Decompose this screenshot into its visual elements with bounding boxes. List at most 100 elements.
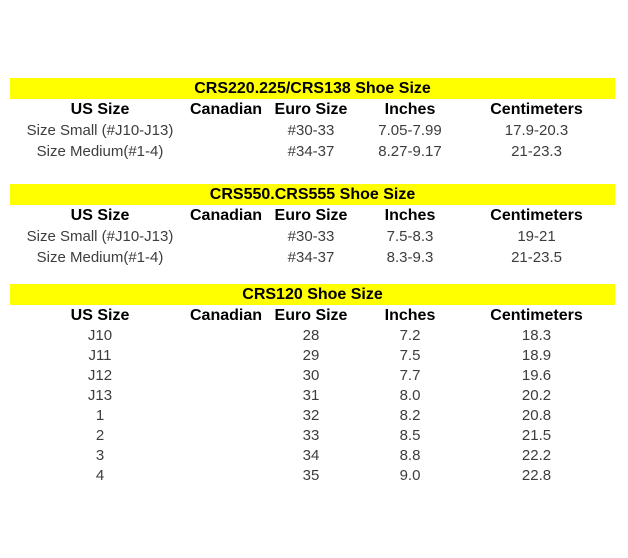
cell-inches: 7.5 [399,347,421,364]
column-header-inches: Inches [384,307,436,324]
table-row: J11 29 7.5 18.9 [10,346,615,366]
cell-inches: 8.2 [399,407,421,424]
column-header-euro-size: Euro Size [274,207,348,224]
cell-canadian [190,247,260,268]
cell-us-size: Size Small (#J10-J13) [26,228,174,245]
cell-canadian [190,366,260,386]
column-header-canadian: Canadian [190,307,263,324]
cell-centimeters: 21-23.3 [511,143,562,160]
cell-inches: 8.3-9.3 [386,249,434,266]
column-header-centimeters: Centimeters [490,307,583,324]
shoe-size-chart-page: CRS220.225/CRS138 Shoe Size US Size Canadi… [10,78,616,486]
cell-canadian [190,406,260,426]
cell-canadian [190,346,260,366]
cell-inches: 8.5 [399,427,421,444]
cell-us-size: Size Medium(#1-4) [36,143,164,160]
cell-euro-size: 35 [302,467,320,484]
cell-euro-size: 31 [302,387,320,404]
cell-inches: 7.05-7.99 [378,122,442,139]
cell-inches: 7.7 [399,367,421,384]
table-row: 2 33 8.5 21.5 [10,426,615,446]
cell-canadian [190,141,260,162]
size-tables-container: CRS220.225/CRS138 Shoe Size US Size Canadi… [10,78,616,486]
table-row: J13 31 8.0 20.2 [10,386,615,406]
table-row: 1 32 8.2 20.8 [10,406,615,426]
cell-inches: 8.8 [399,447,421,464]
cell-us-size: Size Medium(#1-4) [36,249,164,266]
cell-canadian [190,326,260,346]
column-header-us-size: US Size [70,307,130,324]
cell-centimeters: 17.9-20.3 [504,122,569,139]
table-row: Size Medium(#1-4) #34-37 8.3-9.3 21-23.5 [10,247,615,268]
cell-canadian [190,120,260,141]
cell-centimeters: 19.6 [521,367,552,384]
cell-canadian [190,426,260,446]
cell-canadian [190,386,260,406]
cell-euro-size: 32 [302,407,320,424]
cell-euro-size: #30-33 [287,122,335,139]
cell-us-size: 1 [95,407,105,424]
column-header-centimeters: Centimeters [490,207,583,224]
column-header-euro-size: Euro Size [274,307,348,324]
cell-us-size: Size Small (#J10-J13) [26,122,174,139]
cell-inches: 9.0 [399,467,421,484]
column-header-canadian: Canadian [190,207,263,224]
cell-euro-size: #34-37 [287,249,335,266]
column-header-us-size: US Size [70,207,130,224]
column-header-row: US Size Canadian Euro Size Inches Centimeter… [10,99,615,120]
column-header-inches: Inches [384,101,436,118]
cell-centimeters: 20.2 [521,387,552,404]
table-title-bar: CRS120 Shoe Size [10,284,616,305]
cell-inches: 8.0 [399,387,421,404]
table-row: 4 35 9.0 22.8 [10,466,615,486]
table-row: Size Medium(#1-4) #34-37 8.27-9.17 21-23.3 [10,141,615,162]
cell-canadian [190,446,260,466]
table-row: 3 34 8.8 22.2 [10,446,615,466]
cell-us-size: J10 [87,327,113,344]
cell-us-size: 3 [95,447,105,464]
column-header-euro-size: Euro Size [274,101,348,118]
table-title: CRS550.CRS555 Shoe Size [10,184,616,205]
table-row: Size Small (#J10-J13) #30-33 7.5-8.3 19-21 [10,226,615,247]
cell-us-size: 2 [95,427,105,444]
cell-centimeters: 21-23.5 [511,249,562,266]
cell-us-size: 4 [95,467,105,484]
cell-euro-size: #34-37 [287,143,335,160]
cell-euro-size: 33 [302,427,320,444]
table-title: CRS220.225/CRS138 Shoe Size [10,78,615,99]
table-title-bar: CRS220.225/CRS138 Shoe Size [10,78,615,99]
column-header-centimeters: Centimeters [490,101,583,118]
table-row: J10 28 7.2 18.3 [10,326,615,346]
column-header-row: US Size Canadian Euro Size Inches Centimeter… [10,205,615,226]
cell-euro-size: 29 [302,347,320,364]
cell-inches: 7.2 [399,327,421,344]
table-row: J12 30 7.7 19.6 [10,366,615,386]
column-header-us-size: US Size [70,101,130,118]
cell-centimeters: 21.5 [521,427,552,444]
cell-inches: 7.5-8.3 [386,228,434,245]
cell-centimeters: 22.2 [521,447,552,464]
cell-us-size: J11 [88,347,112,364]
column-header-row: US Size Canadian Euro Size Inches Centimeter… [10,305,615,326]
size-table-crs220-225-crs138-shoe-size: CRS220.225/CRS138 Shoe Size US Size Canadi… [10,78,615,162]
cell-canadian [190,226,260,247]
size-table-crs550-crs555-shoe-size: CRS550.CRS555 Shoe Size US Size Canadian Eu… [10,184,616,268]
cell-centimeters: 18.3 [521,327,552,344]
cell-centimeters: 18.9 [521,347,552,364]
cell-centimeters: 22.8 [521,467,552,484]
table-row: Size Small (#J10-J13) #30-33 7.05-7.99 17.9… [10,120,615,141]
cell-us-size: J13 [87,387,113,404]
cell-centimeters: 19-21 [517,228,556,245]
column-header-canadian: Canadian [190,101,263,118]
cell-us-size: J12 [87,367,113,384]
cell-euro-size: 28 [302,327,320,344]
size-table-crs120-shoe-size: CRS120 Shoe Size US Size Canadian Euro Size… [10,284,616,486]
cell-centimeters: 20.8 [521,407,552,424]
table-title-bar: CRS550.CRS555 Shoe Size [10,184,616,205]
cell-euro-size: #30-33 [287,228,335,245]
cell-euro-size: 30 [302,367,320,384]
cell-canadian [190,466,260,486]
table-title: CRS120 Shoe Size [10,284,616,305]
column-header-inches: Inches [384,207,436,224]
cell-inches: 8.27-9.17 [378,143,442,160]
